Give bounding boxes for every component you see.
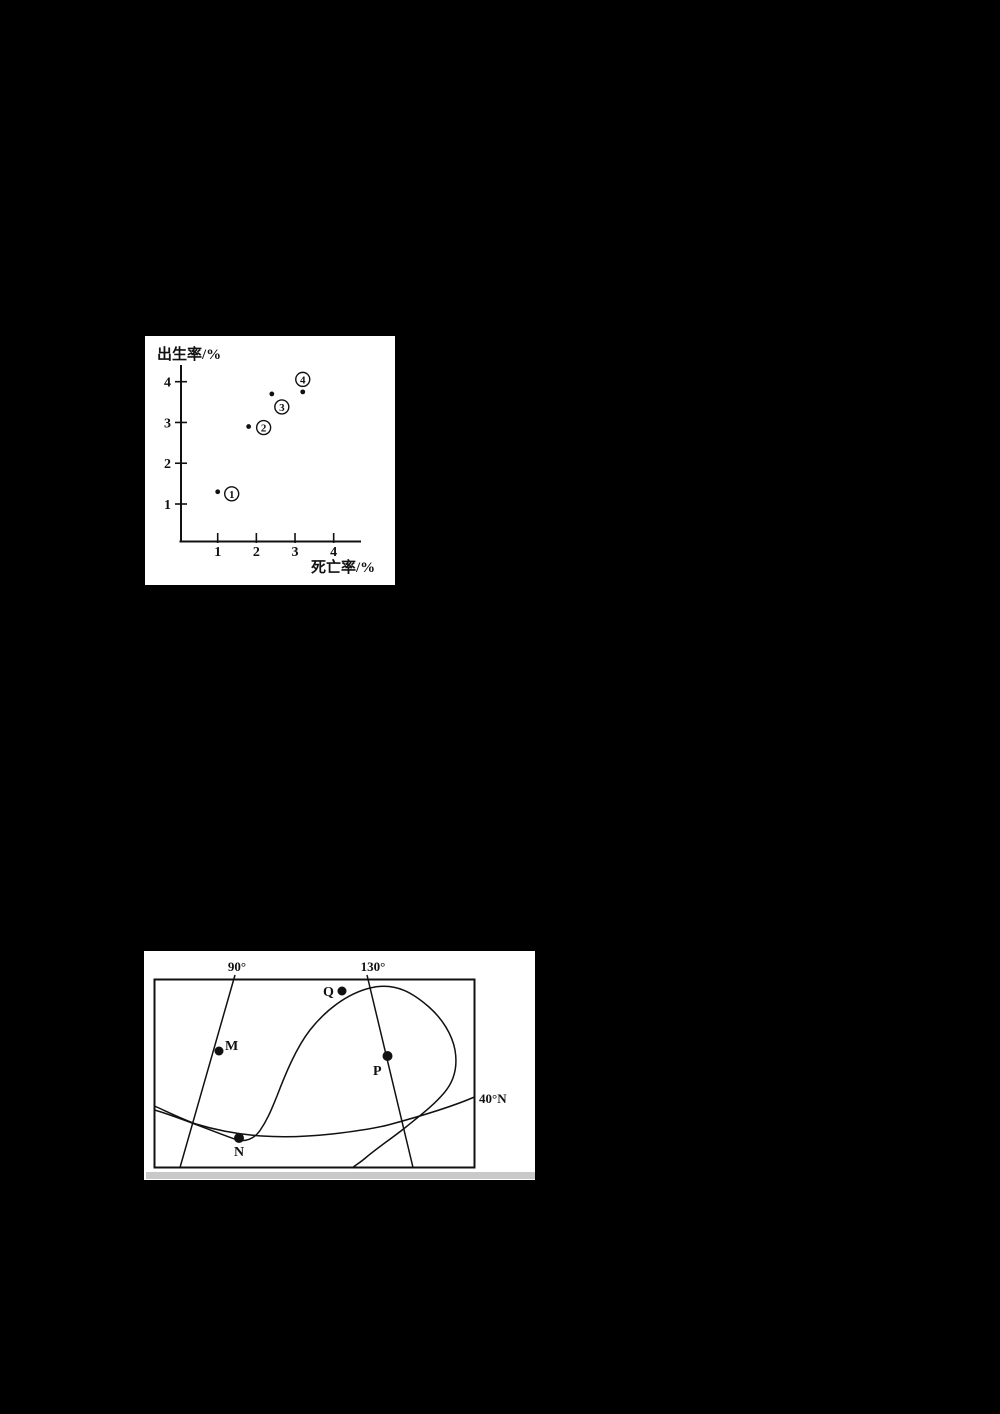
x-tick-label-3: 3 bbox=[292, 545, 299, 560]
x-tick-label-4: 4 bbox=[330, 545, 337, 560]
point-label-circle-3 bbox=[274, 399, 290, 415]
x-tick-label-1: 1 bbox=[214, 545, 221, 560]
point-label-circle-1 bbox=[223, 486, 240, 502]
point-label-digit-1: 1 bbox=[229, 489, 235, 501]
meridian-90-line bbox=[179, 974, 236, 1168]
parallel-40n-line bbox=[154, 1096, 475, 1138]
region-boundary-curve bbox=[154, 985, 457, 1169]
map-point-m-label: M bbox=[225, 1039, 238, 1054]
data-point-4 bbox=[300, 389, 306, 395]
map-point-p-label: P bbox=[373, 1064, 382, 1079]
y-tick-label-3: 3 bbox=[164, 416, 171, 431]
y-tick-label-4: 4 bbox=[164, 376, 171, 391]
meridian-130-label: 130° bbox=[361, 959, 386, 974]
point-label-circle-2 bbox=[255, 419, 272, 436]
meridian-130-line bbox=[366, 974, 414, 1168]
map-point-m-dot bbox=[214, 1046, 224, 1056]
point-label-digit-3: 3 bbox=[279, 402, 285, 414]
y-tick-label-2: 2 bbox=[164, 457, 171, 472]
map-point-q-dot bbox=[337, 986, 347, 996]
map-frame bbox=[153, 978, 476, 1169]
point-label-circle-4 bbox=[295, 371, 311, 388]
scan-artifact-strip bbox=[146, 1172, 535, 1179]
x-tick-label-2: 2 bbox=[253, 545, 260, 560]
sketch-map: 90° 130° 40°N M N P Q bbox=[146, 959, 535, 1179]
point-label-digit-4: 4 bbox=[300, 374, 306, 386]
y-axis-label: 出生率/% bbox=[157, 345, 221, 363]
data-point-1 bbox=[215, 489, 221, 495]
map-point-n-label: N bbox=[234, 1145, 244, 1160]
region-map-panel: 90° 130° 40°N M N P Q bbox=[144, 951, 535, 1180]
map-point-n-dot bbox=[234, 1133, 244, 1143]
meridian-90-label: 90° bbox=[228, 959, 246, 974]
point-label-digit-2: 2 bbox=[261, 423, 267, 435]
map-point-q-label: Q bbox=[323, 985, 334, 1000]
parallel-40n-label: 40°N bbox=[479, 1091, 507, 1106]
data-point-2 bbox=[246, 424, 252, 429]
data-point-3 bbox=[269, 391, 275, 397]
y-tick-label-1: 1 bbox=[164, 498, 171, 513]
x-axis-label: 死亡率/% bbox=[311, 558, 375, 576]
map-point-p-dot bbox=[382, 1051, 393, 1061]
